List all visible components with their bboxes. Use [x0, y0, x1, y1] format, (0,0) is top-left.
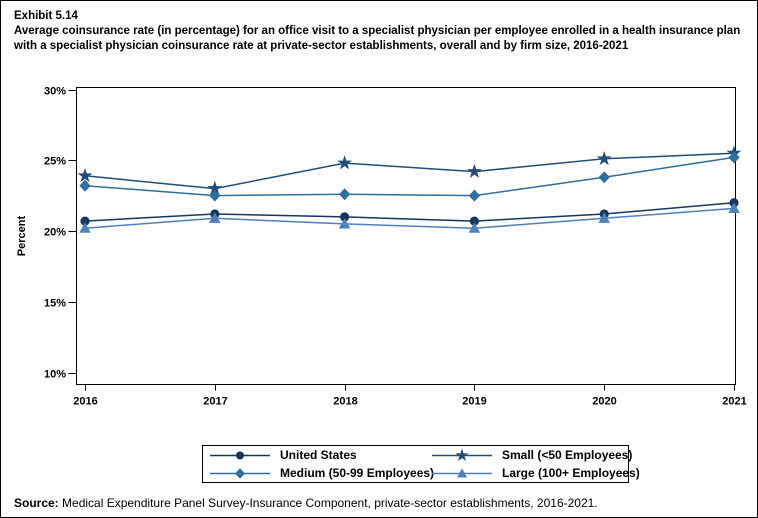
diamond-marker — [339, 188, 351, 201]
triangle-marker — [456, 467, 468, 478]
y-tick-label: 15% — [44, 298, 66, 310]
circle-marker — [235, 450, 245, 460]
series-medium-50-99-employees — [79, 151, 740, 202]
series-line — [84, 201, 735, 222]
x-tick-label: 2020 — [592, 396, 616, 408]
exhibit-header: Exhibit 5.14 Average coinsurance rate (i… — [14, 9, 747, 54]
diamond-marker — [728, 151, 740, 164]
plot-frame — [76, 87, 736, 385]
triangle-marker — [79, 222, 91, 233]
y-axis-title: Percent — [16, 215, 28, 256]
series-line — [84, 152, 735, 190]
star-legend-swatch — [432, 448, 492, 461]
triangle-marker — [468, 222, 481, 233]
x-tick-label: 2021 — [722, 396, 746, 408]
circle-marker — [340, 212, 350, 222]
triangle-marker — [728, 202, 740, 213]
star-marker — [77, 168, 93, 183]
source-label: Source: — [14, 496, 59, 510]
legend-item-united-states: United States — [209, 447, 431, 464]
chart-legend: United States Small (<50 Employees) Medium… — [202, 445, 640, 483]
circle-legend-swatch — [210, 450, 270, 460]
legend-item-small-50-employees: Small (<50 Employees) — [431, 447, 640, 464]
x-tick-label: 2017 — [203, 396, 227, 408]
series-small-50-employees — [77, 145, 742, 195]
legend-label: United States — [280, 448, 357, 462]
series-line — [84, 207, 735, 229]
star-marker — [337, 155, 353, 170]
star-marker — [207, 180, 223, 195]
diamond-marker — [598, 171, 610, 184]
x-tick-label: 2019 — [462, 396, 486, 408]
legend-item-large-100-employees: Large (100+ Employees) — [431, 465, 640, 482]
diamond-marker — [209, 189, 221, 202]
diamond-legend-swatch — [210, 467, 270, 479]
triangle-marker — [338, 218, 351, 229]
exhibit-number: Exhibit 5.14 — [14, 10, 78, 22]
star-marker — [455, 448, 469, 461]
triangle-marker — [209, 212, 221, 223]
x-tick-label: 2016 — [73, 396, 97, 408]
source-note: Source: Medical Expenditure Panel Survey… — [14, 496, 598, 510]
diamond-marker — [79, 179, 91, 192]
y-tick-label: 25% — [44, 156, 66, 168]
diamond-marker — [468, 189, 480, 202]
triangle-legend-swatch — [432, 467, 492, 478]
y-tick-label: 10% — [44, 369, 66, 381]
legend-label: Medium (50-99 Employees) — [280, 466, 435, 480]
series-united-states — [80, 198, 739, 226]
x-tick-label: 2018 — [333, 396, 357, 408]
legend-label: Small (<50 Employees) — [502, 448, 633, 462]
series-large-100-employees — [79, 202, 740, 233]
legend-label: Large (100+ Employees) — [502, 466, 640, 480]
y-axis: 10% 15% 20% 25% 30% Percent — [16, 86, 77, 381]
diamond-marker — [235, 467, 245, 479]
triangle-marker — [598, 212, 610, 223]
star-marker — [466, 163, 482, 178]
y-tick-label: 30% — [44, 86, 66, 98]
y-tick-label: 20% — [44, 227, 66, 239]
circle-marker — [469, 216, 479, 226]
chart-title: Average coinsurance rate (in percentage)… — [14, 24, 741, 52]
circle-marker — [80, 216, 90, 226]
star-marker — [596, 151, 612, 166]
x-axis: 2016 2017 2018 2019 2020 2021 — [73, 384, 747, 408]
legend-item-medium-50-99-employees: Medium (50-99 Employees) — [209, 465, 435, 482]
source-text: Medical Expenditure Panel Survey-Insuran… — [58, 496, 598, 510]
series-line — [84, 156, 735, 197]
